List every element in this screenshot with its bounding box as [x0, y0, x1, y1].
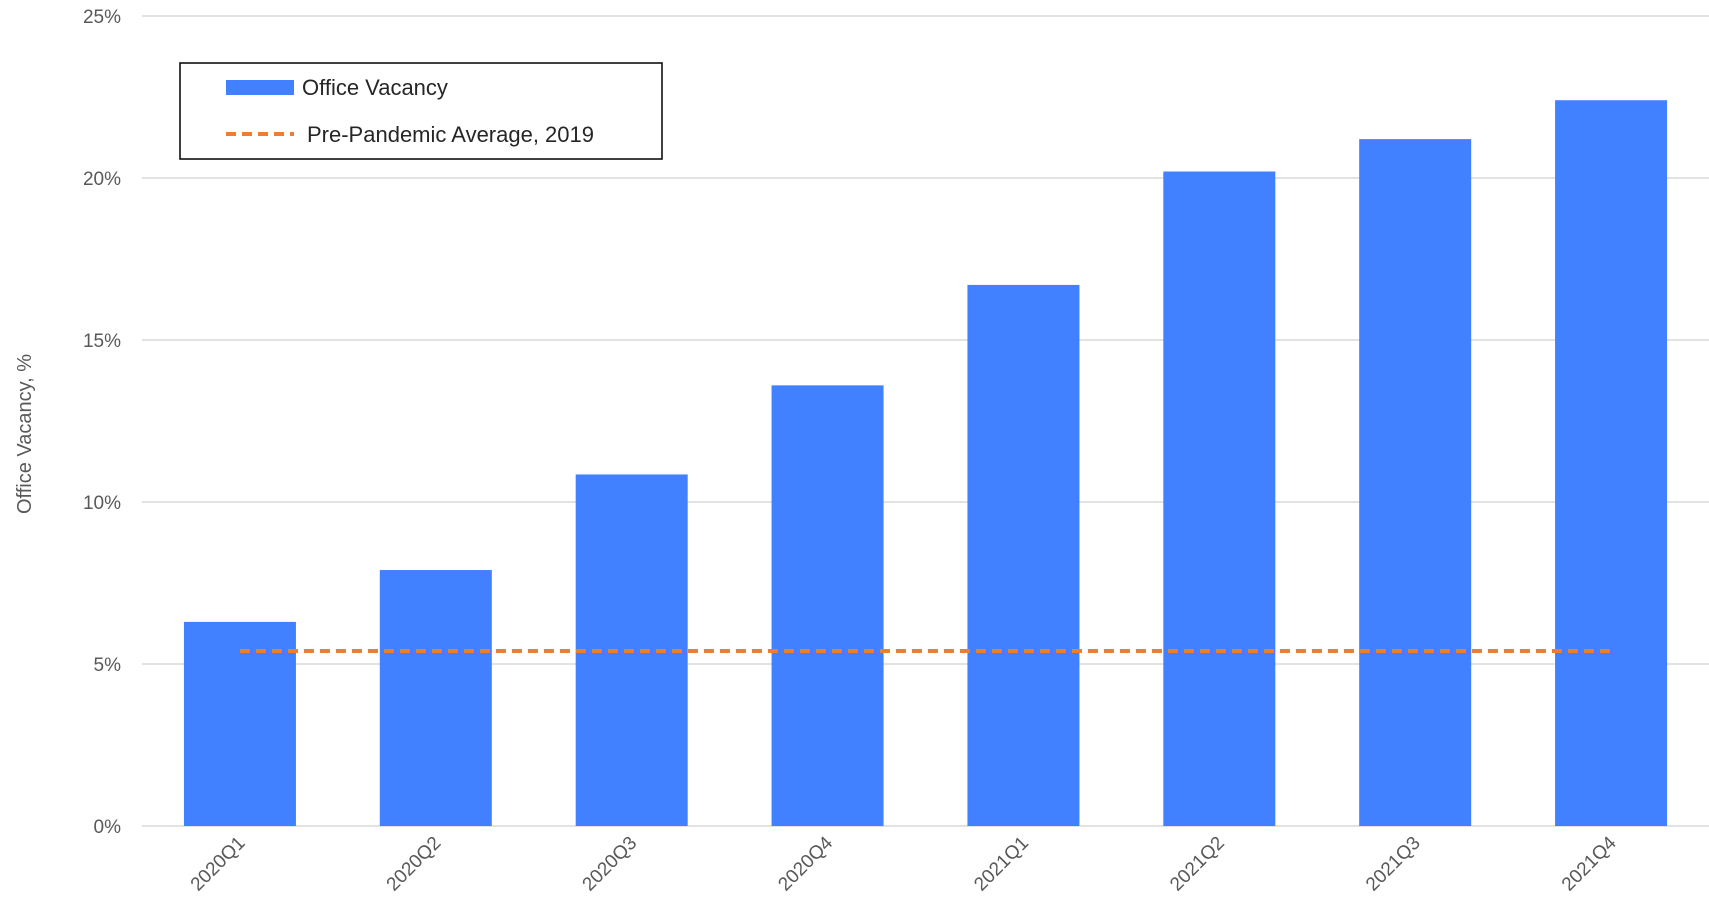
legend-label-pre-pandemic: Pre-Pandemic Average, 2019: [307, 122, 594, 147]
y-tick-label: 15%: [83, 331, 121, 352]
legend-frame: [179, 62, 663, 160]
x-tick-label: 2021Q3: [1362, 833, 1425, 896]
x-tick-label: 2020Q1: [187, 833, 250, 896]
bar-2021Q2: [1163, 171, 1276, 826]
y-tick-label: 20%: [83, 169, 121, 190]
y-tick-label: 0%: [94, 817, 122, 838]
y-tick-label: 25%: [83, 7, 121, 28]
legend: Office Vacancy Pre-Pandemic Average, 201…: [179, 62, 663, 160]
x-tick-label: 2020Q4: [774, 832, 837, 895]
x-tick-label: 2021Q4: [1558, 832, 1621, 895]
bar-2020Q1: [183, 621, 296, 826]
x-axis-ticks: 2020Q1 2020Q2 2020Q3 2020Q4 2021Q1 2021Q2 2021…: [187, 832, 1621, 895]
x-tick-label: 2021Q2: [1166, 833, 1229, 896]
bar-2020Q2: [379, 570, 492, 826]
y-axis-ticks: 0% 5% 10% 15% 20% 25%: [83, 7, 121, 838]
x-tick-label: 2021Q1: [970, 833, 1033, 896]
legend-label-office-vacancy: Office Vacancy: [302, 75, 448, 100]
y-tick-label: 5%: [94, 655, 122, 676]
bar-2020Q4: [771, 385, 884, 826]
bar-2021Q1: [967, 284, 1080, 826]
x-tick-label: 2020Q2: [383, 833, 446, 896]
y-axis-title: Office Vacancy, %: [14, 354, 36, 514]
y-tick-label: 10%: [83, 493, 121, 514]
x-tick-label: 2020Q3: [579, 833, 642, 896]
bar-series: [183, 100, 1668, 827]
legend-swatch-office-vacancy: [226, 80, 294, 95]
bar-2021Q3: [1359, 139, 1472, 826]
bar-2021Q4: [1555, 100, 1668, 827]
